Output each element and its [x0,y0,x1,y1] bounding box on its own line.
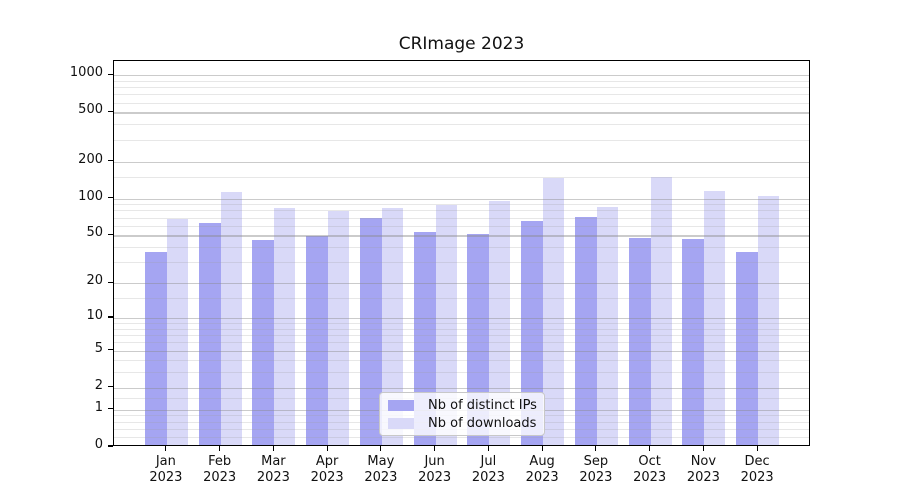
bar-nb-of-downloads-nov-2023 [704,190,726,445]
x-tick-label-may-2023: May 2023 [364,454,398,485]
x-tick-label-sep-2023: Sep 2023 [579,454,613,485]
legend-label-distinct-ips: Nb of distinct IPs [428,397,537,413]
minor-gridline-700 [114,94,809,96]
x-tick-apr-2023 [326,446,328,451]
bar-nb-of-downloads-jul-2023 [489,201,511,445]
bar-nb-of-distinct-ips-mar-2023 [252,240,275,445]
bar-nb-of-distinct-ips-jun-2023 [413,232,436,445]
minor-gridline-800 [114,87,809,89]
x-tick-dec-2023 [756,446,758,451]
x-tick-aug-2023 [541,446,543,451]
minor-gridline-900 [114,80,809,82]
y-tick-label-50: 50 [86,225,103,241]
y-tick-20 [108,281,113,283]
y-tick-0 [108,445,113,447]
x-tick-label-mar-2023: Mar 2023 [256,454,290,485]
y-tick-label-2: 2 [94,377,103,393]
x-tick-oct-2023 [649,446,651,451]
bar-nb-of-downloads-feb-2023 [220,191,242,445]
legend-swatch-downloads [388,417,414,429]
legend-swatch-distinct-ips [388,399,414,411]
x-tick-label-oct-2023: Oct 2023 [633,454,667,485]
bar-nb-of-distinct-ips-may-2023 [359,217,382,445]
minor-gridline-400 [114,124,809,126]
bar-nb-of-downloads-aug-2023 [543,178,565,445]
y-tick-label-1000: 1000 [69,65,103,81]
x-tick-jan-2023 [165,446,167,451]
y-tick-1000 [108,73,113,75]
legend-item-downloads: Nb of downloads [388,416,536,431]
gridline-500 [114,112,809,114]
y-tick-label-500: 500 [78,102,103,118]
bar-nb-of-distinct-ips-apr-2023 [306,235,329,445]
bar-nb-of-distinct-ips-sep-2023 [574,217,597,445]
bar-nb-of-downloads-jan-2023 [166,218,188,445]
x-tick-label-jan-2023: Jan 2023 [149,454,183,485]
y-tick-200 [108,159,113,162]
x-tick-label-aug-2023: Aug 2023 [525,454,559,485]
y-tick-label-5: 5 [94,340,103,356]
bar-nb-of-distinct-ips-feb-2023 [198,222,221,445]
chart-title: CRImage 2023 [398,34,525,54]
minor-gridline-300 [114,139,809,141]
bar-nb-of-distinct-ips-nov-2023 [682,238,705,445]
x-tick-label-apr-2023: Apr 2023 [310,454,344,485]
plot-area [113,60,810,446]
y-tick-label-20: 20 [86,273,103,289]
y-tick-50 [108,233,113,235]
legend-item-distinct-ips: Nb of distinct IPs [388,397,537,413]
y-tick-label-200: 200 [78,151,103,167]
x-tick-label-nov-2023: Nov 2023 [686,454,720,485]
bar-nb-of-distinct-ips-oct-2023 [628,237,651,445]
y-tick-label-10: 10 [86,307,103,323]
bar-nb-of-downloads-may-2023 [381,207,403,445]
bar-nb-of-downloads-sep-2023 [596,206,618,445]
y-tick-2 [108,386,113,388]
gridline-200 [114,161,809,163]
bar-nb-of-downloads-mar-2023 [274,208,296,445]
bar-nb-of-downloads-apr-2023 [328,211,350,445]
x-tick-label-jul-2023: Jul 2023 [471,454,505,485]
x-tick-mar-2023 [272,446,274,451]
bar-nb-of-downloads-dec-2023 [758,196,780,445]
bar-nb-of-distinct-ips-jan-2023 [144,252,167,445]
y-tick-label-0: 0 [94,437,103,452]
bar-nb-of-downloads-jun-2023 [435,204,457,445]
y-tick-500 [108,110,113,112]
x-tick-label-dec-2023: Dec 2023 [740,454,774,485]
x-tick-sep-2023 [595,446,597,451]
x-tick-label-jun-2023: Jun 2023 [418,454,452,485]
bar-nb-of-distinct-ips-dec-2023 [736,252,759,445]
minor-gridline-150 [114,176,809,178]
bar-nb-of-distinct-ips-aug-2023 [521,221,544,445]
x-tick-label-feb-2023: Feb 2023 [203,454,237,485]
x-tick-jul-2023 [487,446,489,451]
x-tick-nov-2023 [702,446,704,451]
gridline-1000 [114,75,809,77]
legend: Nb of distinct IPs Nb of downloads [379,392,545,436]
y-tick-10 [108,316,113,318]
bar-nb-of-downloads-oct-2023 [650,177,672,445]
y-tick-100 [108,196,113,199]
y-tick-label-100: 100 [78,188,103,204]
y-tick-label-1: 1 [94,399,103,415]
minor-gridline-600 [114,102,809,104]
y-tick-5 [108,348,113,351]
legend-label-downloads: Nb of downloads [428,415,537,431]
x-tick-feb-2023 [219,446,221,451]
x-tick-jun-2023 [434,446,436,451]
x-tick-may-2023 [380,446,382,451]
y-tick-1 [108,408,113,410]
